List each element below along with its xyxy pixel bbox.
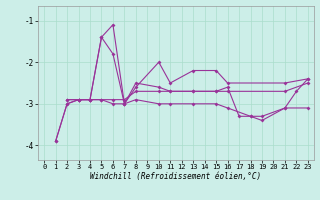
X-axis label: Windchill (Refroidissement éolien,°C): Windchill (Refroidissement éolien,°C) [91,172,261,181]
